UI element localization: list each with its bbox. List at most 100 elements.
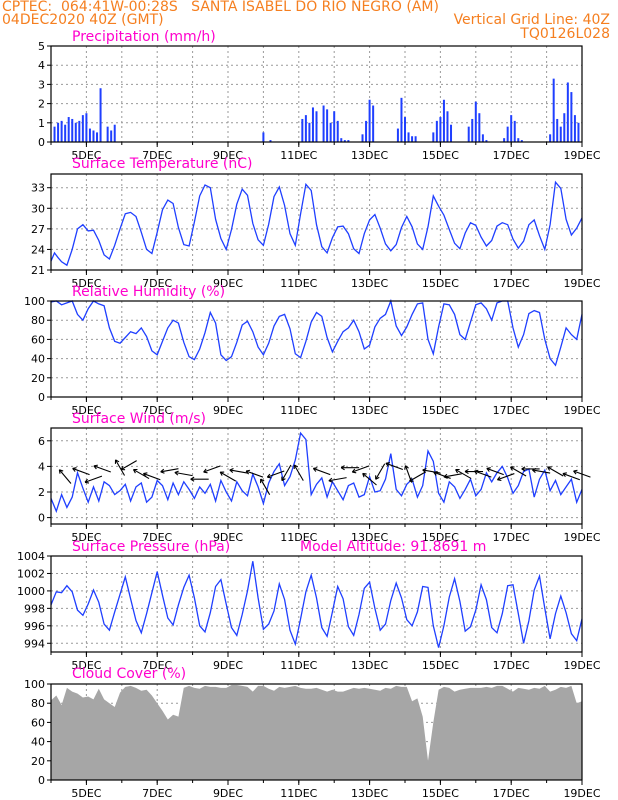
x-tick-label: 7DEC bbox=[142, 531, 172, 544]
x-tick-label: 5DEC bbox=[71, 659, 101, 672]
x-tick-label: 17DEC bbox=[493, 659, 530, 672]
wind-arrow bbox=[219, 471, 237, 482]
wind-arrow bbox=[497, 473, 515, 482]
precipitation-bar bbox=[570, 92, 573, 142]
precipitation-bar bbox=[396, 128, 399, 142]
precipitation-bar bbox=[577, 122, 580, 142]
y-tick-label: 5 bbox=[38, 40, 45, 53]
y-tick-label: 994 bbox=[24, 637, 45, 650]
y-tick-label: 996 bbox=[24, 620, 45, 633]
precipitation-bar bbox=[64, 124, 67, 142]
x-tick-label: 19DEC bbox=[563, 659, 600, 672]
panel-frame bbox=[50, 45, 583, 143]
series-line bbox=[50, 431, 583, 514]
precipitation-bar bbox=[471, 118, 474, 142]
precipitation-bar bbox=[340, 138, 343, 142]
precipitation-bar bbox=[110, 130, 113, 142]
panel-title: Surface Temperature (nC) bbox=[72, 156, 253, 172]
precipitation-bar bbox=[556, 118, 559, 142]
wind-arrow bbox=[93, 464, 111, 473]
wind-arrow bbox=[455, 468, 472, 480]
wind-arrow bbox=[532, 468, 551, 474]
x-tick-label: 15DEC bbox=[422, 787, 459, 800]
wind-arrow bbox=[160, 468, 179, 474]
precipitation-bar bbox=[315, 111, 318, 142]
wind-arrow bbox=[422, 468, 441, 474]
x-tick-label: 13DEC bbox=[351, 531, 388, 544]
wind-arrow bbox=[473, 469, 492, 478]
precipitation-bar bbox=[549, 134, 552, 142]
x-tick-label: 19DEC bbox=[563, 149, 600, 162]
precipitation-bar bbox=[60, 120, 63, 142]
wind-arrow bbox=[547, 466, 564, 477]
x-tick-label: 15DEC bbox=[422, 149, 459, 162]
wind-arrow bbox=[293, 464, 304, 481]
y-tick-label: 4 bbox=[38, 59, 45, 72]
x-tick-label: 9DEC bbox=[213, 531, 243, 544]
x-tick-label: 9DEC bbox=[213, 277, 243, 290]
wind-arrow bbox=[312, 467, 331, 476]
panel-frame bbox=[50, 173, 583, 271]
x-tick-label: 7DEC bbox=[142, 787, 172, 800]
x-tick-label: 15DEC bbox=[422, 277, 459, 290]
panel-title: Precipitation (mm/h) bbox=[72, 29, 216, 45]
panel-subtitle: Model Altitude: 91.8691 m bbox=[300, 539, 486, 555]
y-tick-label: 40 bbox=[31, 353, 45, 366]
panel-title: Cloud Cover (%) bbox=[72, 666, 186, 682]
precipitation-bar bbox=[404, 117, 406, 142]
wind-arrow bbox=[510, 466, 527, 477]
wind-arrow bbox=[385, 462, 404, 470]
precipitation-bar bbox=[88, 128, 91, 142]
precipitation-bar bbox=[81, 115, 84, 142]
precipitation-bar bbox=[74, 122, 77, 142]
wind-arrow bbox=[190, 476, 209, 482]
header-line3-right: TQ0126L028 bbox=[520, 26, 610, 42]
wind-arrow bbox=[114, 459, 126, 476]
y-tick-label: 80 bbox=[31, 314, 45, 327]
x-tick-label: 13DEC bbox=[351, 277, 388, 290]
y-tick-label: 0 bbox=[38, 512, 45, 525]
x-tick-label: 11DEC bbox=[280, 531, 317, 544]
wind-arrow bbox=[443, 473, 462, 479]
precipitation-bar bbox=[506, 126, 509, 142]
wind-arrow bbox=[143, 472, 161, 481]
y-tick-label: 4 bbox=[38, 460, 45, 473]
x-tick-label: 11DEC bbox=[280, 404, 317, 417]
x-tick-label: 5DEC bbox=[71, 531, 101, 544]
precipitation-bar bbox=[368, 99, 371, 142]
precipitation-bar bbox=[446, 111, 449, 142]
precipitation-bar bbox=[99, 88, 102, 142]
x-tick-label: 17DEC bbox=[493, 787, 530, 800]
x-tick-label: 17DEC bbox=[493, 277, 530, 290]
x-tick-label: 19DEC bbox=[563, 531, 600, 544]
x-tick-label: 13DEC bbox=[351, 404, 388, 417]
x-tick-label: 9DEC bbox=[213, 787, 243, 800]
header-line2-right: Vertical Grid Line: 40Z bbox=[453, 12, 610, 28]
series-line bbox=[50, 561, 583, 648]
y-tick-label: 1002 bbox=[17, 567, 45, 580]
x-tick-label: 11DEC bbox=[280, 659, 317, 672]
y-tick-label: 80 bbox=[31, 697, 45, 710]
precipitation-bar bbox=[372, 105, 375, 142]
series-line bbox=[50, 298, 583, 367]
x-tick-label: 13DEC bbox=[351, 149, 388, 162]
precipitation-bar bbox=[311, 107, 314, 142]
y-tick-label: 20 bbox=[31, 755, 45, 768]
y-tick-label: 30 bbox=[31, 202, 45, 215]
panel-title: Surface Wind (m/s) bbox=[72, 411, 206, 427]
y-tick-label: 998 bbox=[24, 602, 45, 615]
precipitation-bar bbox=[442, 99, 445, 142]
precipitation-bar bbox=[407, 132, 410, 142]
y-tick-label: 33 bbox=[31, 182, 45, 195]
panel-frame bbox=[50, 300, 583, 398]
panel-title: Relative Humidity (%) bbox=[72, 284, 225, 300]
precipitation-bar bbox=[57, 122, 60, 142]
y-tick-label: 21 bbox=[31, 264, 45, 277]
x-tick-label: 13DEC bbox=[351, 659, 388, 672]
wind-arrow bbox=[260, 478, 271, 495]
series-line bbox=[50, 180, 583, 267]
wind-arrow bbox=[84, 475, 103, 484]
y-tick-label: 1000 bbox=[17, 585, 45, 598]
precipitation-bar bbox=[573, 115, 576, 142]
